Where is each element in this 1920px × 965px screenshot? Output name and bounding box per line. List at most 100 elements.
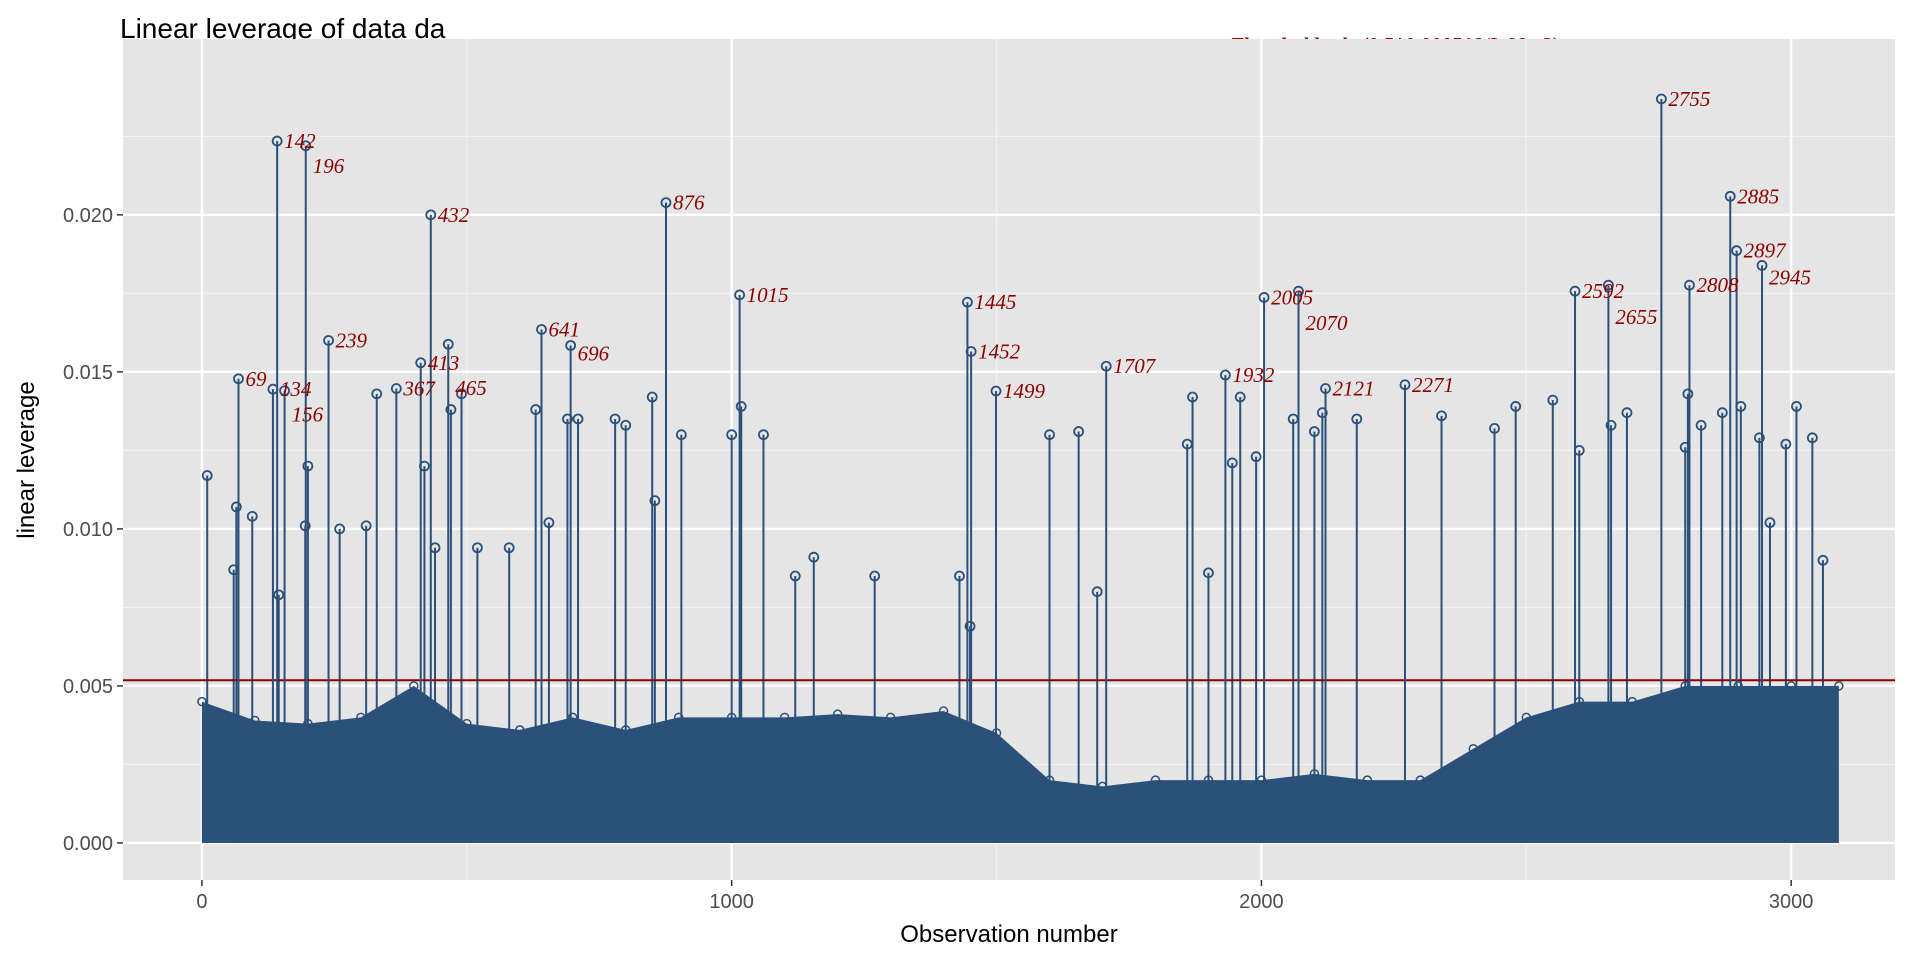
observation-point [1791,401,1802,412]
envelope-point [673,712,684,723]
envelope-point [462,718,472,729]
observation-label: 696 [578,342,610,366]
labeled-observation-point [990,385,1002,397]
labeled-observation-point [390,383,402,394]
envelope-point [197,696,207,707]
observation-point [649,495,661,507]
observation-point [1044,429,1055,441]
labeled-observation-point [1684,279,1695,291]
envelope-point [1150,775,1161,785]
threshold-label: Threshold: abs(0.5*0.000518/2.66e-2) [1230,33,1559,57]
observation-point [758,429,769,441]
x-tick-label: 0 [196,891,207,913]
labeled-observation-point [1100,360,1112,372]
envelope-point [250,715,260,726]
envelope-point [885,712,896,723]
labeled-observation-point [962,296,973,308]
envelope-point [515,725,525,735]
x-tick-label: 2000 [1239,891,1284,913]
data-marks [123,93,1895,843]
observation-label: 1445 [974,290,1016,314]
envelope-point [832,709,843,719]
observation-label: 2808 [1696,273,1739,297]
observation-label: 2005 [1271,285,1313,309]
observation-label: 2755 [1668,87,1710,111]
envelope-point [1362,775,1373,785]
observation-point [1226,457,1238,469]
observation-point [1764,517,1776,529]
observation-label: 2945 [1769,265,1811,289]
labeled-observation-point [442,338,454,350]
observation-point [726,429,738,441]
observation-point [1489,423,1500,434]
labeled-observation-point [1603,279,1614,291]
observation-point [302,460,314,472]
envelope-point [568,712,578,723]
labeled-observation-point [1756,260,1768,271]
observation-point [1351,413,1363,425]
envelope-point [1415,775,1426,785]
observation-label: 1452 [978,339,1021,363]
observation-point [246,510,258,522]
observation-point [1091,586,1103,598]
observation-point [808,551,820,563]
y-tick-label: 0.020 [63,205,113,227]
observation-label: 142 [284,129,316,153]
observation-label: 876 [673,191,705,215]
observation-point [789,570,801,582]
labeled-observation-point [1569,285,1581,297]
observation-label: 367 [402,377,436,401]
observation-point [273,589,285,601]
observation-point [1695,419,1707,431]
observation-point [1753,432,1765,444]
x-axis-title: Observation number [900,921,1117,948]
observation-label: 413 [428,351,460,375]
observation-point [1605,419,1617,431]
labeled-observation-point [734,289,746,301]
observation-point [445,404,457,415]
observation-point [543,517,555,529]
observation-label: 1932 [1232,363,1275,387]
observation-label: 2271 [1412,373,1454,397]
y-tick-label: 0.005 [63,676,113,698]
chart-title: Linear leverage of data da [120,13,446,44]
observation-point [1817,554,1829,566]
dense-observation-mass [201,685,1839,843]
observation-label: 156 [292,403,324,427]
observation-point [471,542,483,554]
observation-label: 1499 [1003,379,1046,403]
observation-point [1780,438,1792,450]
observation-label: 2070 [1306,311,1349,335]
observation-label: 1707 [1113,354,1157,378]
observation-point [1436,410,1447,422]
envelope-point [409,681,419,691]
envelope-point [938,706,949,716]
labeled-observation-point [536,324,547,335]
labeled-observation-point [1731,245,1743,257]
labeled-observation-point [1220,369,1231,381]
observation-point [1682,388,1694,400]
labeled-observation-point [233,373,244,385]
observation-label: 2897 [1744,239,1788,263]
labeled-observation-point [271,135,283,147]
observation-label: 2592 [1582,279,1625,303]
labeled-observation-point [1724,190,1736,202]
x-tick-label: 3000 [1769,891,1814,913]
y-tick-label: 0.015 [63,362,113,384]
observation-label: 239 [336,328,368,352]
observation-point [1621,407,1633,419]
observation-point [562,413,573,425]
envelope-point [1834,681,1844,691]
observation-point [1316,407,1328,419]
envelope-point [1627,696,1637,707]
envelope-point [356,712,366,723]
y-tick-label: 0.010 [63,519,113,541]
observation-point [954,570,965,582]
observation-point [230,501,242,513]
labeled-observation-point [415,357,427,369]
observation-point [1187,391,1198,403]
labeled-observation-point [1399,379,1411,391]
observation-point [530,404,542,415]
labeled-observation-point [1655,93,1667,105]
